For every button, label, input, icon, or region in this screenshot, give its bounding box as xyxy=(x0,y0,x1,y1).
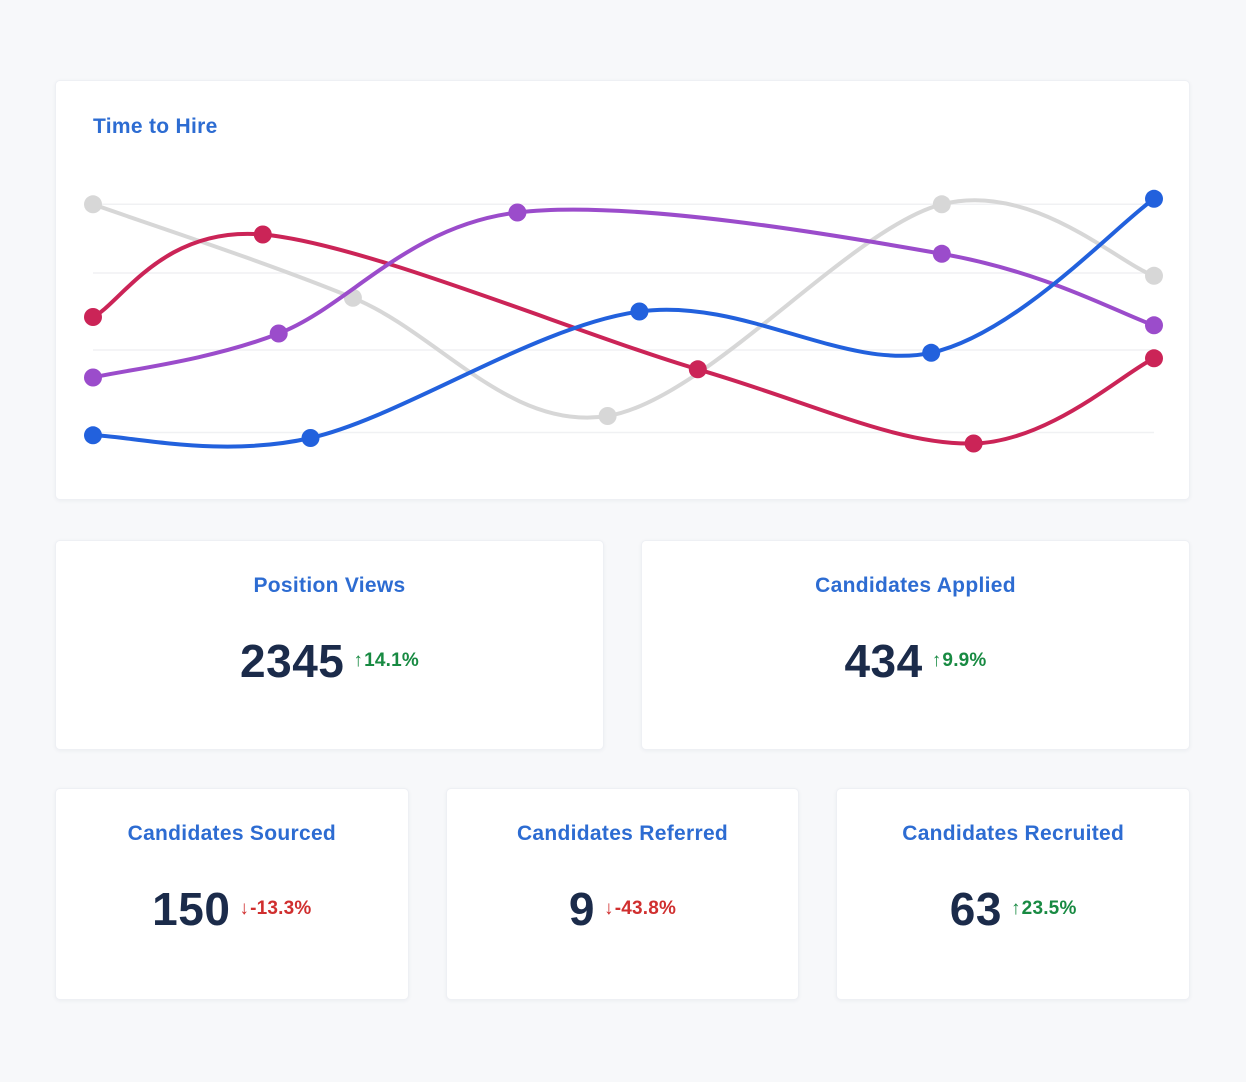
metric-delta-value: -13.3% xyxy=(250,898,312,919)
metric-value: 434 xyxy=(844,635,923,687)
metric-value-row: 2345 ↑ 14.1% xyxy=(56,638,603,684)
metric-value: 9 xyxy=(568,883,595,935)
trend-arrow-icon: ↓ xyxy=(239,898,250,919)
metric-card-position-views: Position Views 2345 ↑ 14.1% xyxy=(55,540,604,750)
metric-delta-value: 23.5% xyxy=(1021,898,1077,919)
metrics-row-top: Position Views 2345 ↑ 14.1% Candidates Ap… xyxy=(55,540,1190,750)
trend-arrow-icon: ↓ xyxy=(604,898,614,919)
analytics-dashboard: Time to Hire Position Views 2345 ↑ 14.1% … xyxy=(55,80,1191,1000)
metric-value: 2345 xyxy=(240,635,345,687)
metric-delta: ↑ 14.1% xyxy=(353,650,419,672)
time-to-hire-line-chart xyxy=(84,189,1163,453)
metric-delta: ↑ 23.5% xyxy=(1011,898,1077,920)
metric-delta-value: 9.9% xyxy=(942,650,987,671)
metric-card-candidates-referred: Candidates Referred 9 ↓ -43.8% xyxy=(445,788,800,1000)
metric-delta-value: 14.1% xyxy=(364,650,419,671)
metric-card-candidates-recruited: Candidates Recruited 63 ↑ 23.5% xyxy=(836,788,1191,1000)
metric-value-row: 9 ↓ -43.8% xyxy=(447,886,799,932)
metric-card-candidates-applied: Candidates Applied 434 ↑ 9.9% xyxy=(641,540,1190,750)
metric-title: Candidates Referred xyxy=(516,822,729,845)
metric-title: Candidates Applied xyxy=(815,574,1016,597)
trend-arrow-icon: ↑ xyxy=(353,650,364,671)
trend-arrow-icon: ↑ xyxy=(931,650,942,671)
metric-value: 63 xyxy=(949,883,1002,935)
metric-value-row: 434 ↑ 9.9% xyxy=(642,638,1189,684)
metric-title: Position Views xyxy=(253,574,406,597)
time-to-hire-card: Time to Hire xyxy=(55,80,1190,500)
metric-title: Candidates Recruited xyxy=(902,822,1125,845)
metric-value: 150 xyxy=(152,883,231,935)
metric-card-candidates-sourced: Candidates Sourced 150 ↓ -13.3% xyxy=(55,788,409,1000)
metric-delta: ↓ -43.8% xyxy=(604,898,676,920)
metric-delta: ↓ -13.3% xyxy=(239,898,311,920)
metric-value-row: 63 ↑ 23.5% xyxy=(837,886,1189,932)
trend-arrow-icon: ↑ xyxy=(1010,898,1021,919)
metric-delta-value: -43.8% xyxy=(614,898,677,919)
metric-title: Candidates Sourced xyxy=(127,822,337,845)
metrics-row-bottom: Candidates Sourced 150 ↓ -13.3% Candidate… xyxy=(55,788,1191,1000)
metric-delta: ↑ 9.9% xyxy=(932,650,987,672)
metric-value-row: 150 ↓ -13.3% xyxy=(56,886,408,932)
chart-title: Time to Hire xyxy=(93,115,218,138)
